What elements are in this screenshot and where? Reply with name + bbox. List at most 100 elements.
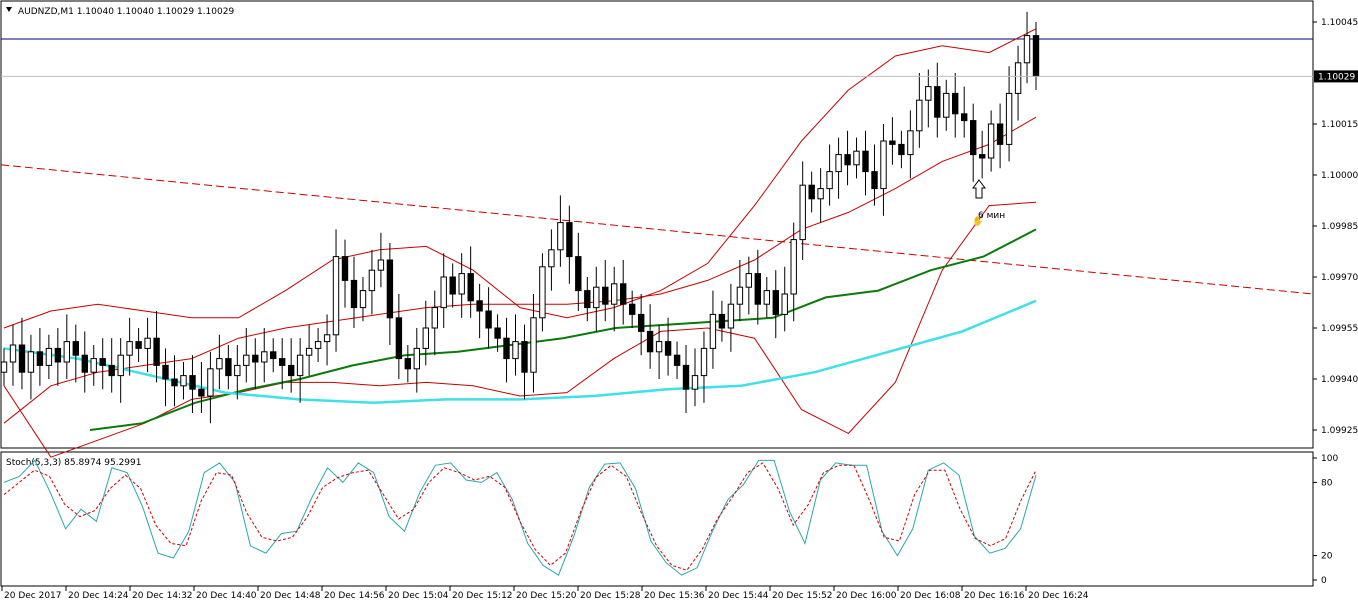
candle-body <box>494 327 501 339</box>
time-tick-label: 20 Dec 15:44 <box>708 591 769 601</box>
candle-body <box>386 259 394 319</box>
candle-body <box>952 92 959 115</box>
candle-body <box>135 341 142 349</box>
candle-body <box>503 337 510 360</box>
current-price-box <box>1314 70 1358 83</box>
candle-body <box>395 317 403 360</box>
candle-body <box>736 286 744 305</box>
candle-body <box>261 351 268 363</box>
candle-body <box>90 358 97 373</box>
candle-body <box>826 171 833 190</box>
candle-body <box>404 358 412 370</box>
candle-body <box>934 86 941 118</box>
candle-body <box>664 341 672 356</box>
time-tick-label: 20 Dec 15:20 <box>516 591 577 601</box>
candle-body <box>646 330 654 353</box>
candle-body <box>987 123 995 159</box>
candle-body <box>718 313 726 329</box>
candle-body <box>305 347 313 356</box>
candle-body <box>243 354 250 366</box>
candle-body <box>566 222 573 258</box>
time-tick-label: 20 Dec 14:32 <box>132 591 193 601</box>
bollinger-lower-line <box>3 201 1037 458</box>
stoch-tick-label: 20 <box>1321 552 1333 562</box>
candle-body <box>476 300 483 312</box>
bollinger-upper-line <box>3 28 1037 329</box>
candle-body <box>341 256 349 281</box>
stochastic-lines <box>3 459 1037 576</box>
candle-body <box>754 273 761 305</box>
time-tick-label: 20 Dec 16:00 <box>836 591 897 601</box>
time-tick-label: 20 Dec 14:48 <box>260 591 321 601</box>
candle-body <box>413 347 421 370</box>
candle-body <box>485 310 492 329</box>
candle-body <box>593 286 600 309</box>
candle-body <box>99 358 106 366</box>
candle-body <box>0 361 8 373</box>
candle-body <box>314 341 322 349</box>
time-axis: 20 Dec 2017 20 Dec 14:24 20 Dec 14:32 20 De… <box>1 586 1089 601</box>
candles-group <box>0 11 1040 424</box>
candle-body <box>189 375 196 390</box>
candle-body <box>63 341 70 363</box>
candle-body <box>629 303 636 315</box>
price-tick-label: 1.09955 <box>1321 324 1358 334</box>
candle-body <box>530 317 537 373</box>
current-price-tag: 1.10029 <box>1 70 1358 83</box>
candle-body <box>216 358 223 370</box>
indicator-frame <box>0 451 1314 587</box>
time-tick-label: 20 Dec 15:12 <box>452 591 513 601</box>
time-tick-label: 20 Dec 15:36 <box>644 591 705 601</box>
candle-body <box>126 341 133 356</box>
stoch-tick-label: 100 <box>1321 454 1338 464</box>
collapse-triangle-icon[interactable] <box>6 7 12 12</box>
main-frame <box>0 0 1314 449</box>
candle-body <box>844 154 851 166</box>
time-tick-label: 20 Dec 14:24 <box>68 591 129 601</box>
candle-body <box>682 364 690 390</box>
time-tick-label: 20 Dec 16:08 <box>900 591 961 601</box>
candle-body <box>350 279 358 309</box>
candle-body <box>907 130 914 156</box>
candle-body <box>431 307 439 329</box>
candle-body <box>745 273 752 288</box>
time-tick-label: 20 Dec 16:24 <box>1028 591 1089 601</box>
time-annotation-label: 6 мин <box>978 211 1005 221</box>
candle-body <box>799 184 806 241</box>
candle-body <box>709 313 717 349</box>
candle-body <box>602 286 609 305</box>
candle-body <box>422 327 430 349</box>
candle-body <box>449 276 456 295</box>
candle-body <box>817 188 824 200</box>
candle-body <box>18 344 26 373</box>
trendline <box>0 164 1314 295</box>
candle-body <box>584 290 591 309</box>
candle-body <box>323 334 331 343</box>
candle-body <box>1005 92 1013 145</box>
candle-body <box>1023 35 1031 64</box>
candle-body <box>961 113 968 122</box>
candle-body <box>36 351 44 366</box>
time-tick-label: 20 Dec 15:52 <box>772 591 833 601</box>
candle-body <box>54 347 62 363</box>
candle-body <box>234 364 241 377</box>
time-tick-label: 20 Dec 16:16 <box>964 591 1025 601</box>
candle-body <box>225 358 232 377</box>
candle-body <box>835 154 842 173</box>
candle-body <box>512 341 519 360</box>
candle-body <box>853 150 860 166</box>
candle-body <box>198 388 205 397</box>
candle-body <box>889 140 896 145</box>
candle-body <box>763 290 770 305</box>
candle-body <box>27 351 35 373</box>
candle-body <box>575 256 582 292</box>
price-tick-label: 1.09925 <box>1321 426 1358 436</box>
candle-body <box>916 99 923 132</box>
candle-body <box>180 375 187 387</box>
candle-body <box>108 364 115 377</box>
price-tick-label: 1.10045 <box>1321 18 1358 28</box>
candle-body <box>898 143 905 156</box>
candle-body <box>521 341 528 373</box>
candle-body <box>691 375 699 390</box>
